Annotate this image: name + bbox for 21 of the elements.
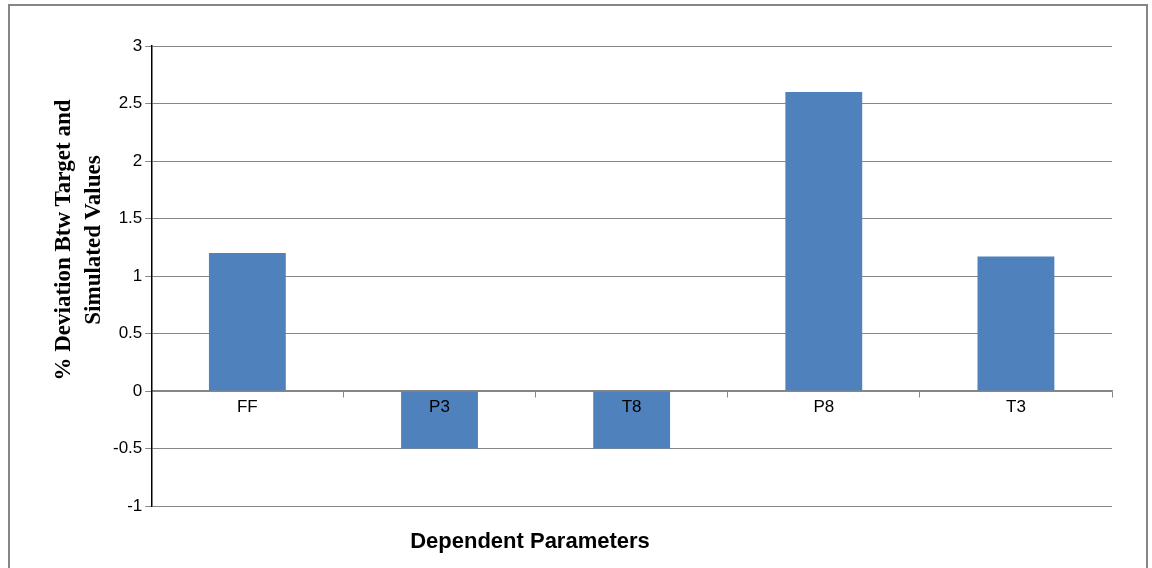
y-tick-label: -0.5 <box>113 438 143 458</box>
bar <box>785 92 863 391</box>
y-tick-label: 2 <box>132 150 143 170</box>
y-tick-label: 3 <box>132 35 143 55</box>
bar <box>401 391 478 449</box>
bar <box>208 253 286 391</box>
bar <box>977 256 1055 391</box>
y-tick-label: 0.5 <box>118 323 143 343</box>
x-tick-label: T3 <box>1006 397 1026 417</box>
y-axis-title: % Deviation Btw Target and Simulated Values <box>49 98 106 383</box>
y-tick-label: 1.5 <box>118 208 143 228</box>
bar <box>593 391 671 449</box>
x-tick-label: T8 <box>621 397 642 417</box>
y-tick-label: -1 <box>127 495 143 515</box>
y-tick-label: 2.5 <box>118 93 143 113</box>
x-tick-label: FF <box>236 397 258 417</box>
y-tick-label: 1 <box>132 265 143 285</box>
x-tick-label: P3 <box>429 397 450 417</box>
x-axis-title: Dependent Parameters <box>409 528 651 554</box>
x-tick-label: P8 <box>813 397 835 417</box>
y-tick-label: 0 <box>132 380 143 400</box>
